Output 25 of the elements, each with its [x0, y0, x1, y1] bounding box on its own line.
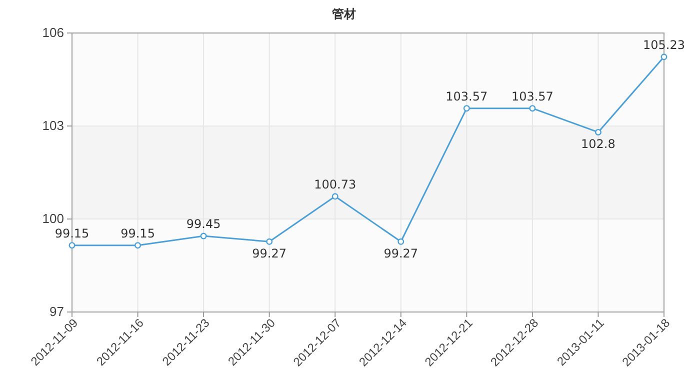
data-label: 99.27	[252, 246, 287, 261]
data-label: 99.45	[186, 217, 221, 232]
point	[200, 232, 207, 240]
y-tick-label: 100	[42, 211, 64, 226]
data-label: 103.57	[511, 89, 554, 104]
point	[266, 238, 273, 245]
y-tick-label: 103	[42, 118, 64, 134]
chart-title: 管材	[331, 7, 356, 21]
point	[134, 242, 142, 249]
point	[594, 128, 602, 136]
point	[463, 105, 470, 112]
data-label: 102.8	[581, 137, 616, 152]
point	[332, 193, 338, 200]
point	[398, 238, 404, 245]
data-label: 99.15	[120, 226, 155, 240]
point	[660, 54, 668, 60]
y-tick-label: 97	[50, 304, 64, 320]
data-label: 99.27	[384, 246, 418, 261]
data-label: 100.73	[314, 177, 356, 192]
data-label: 103.57	[446, 89, 488, 104]
point	[68, 242, 76, 249]
point	[529, 105, 536, 112]
y-tick-label: 106	[42, 25, 64, 40]
data-label: 105.23	[643, 38, 685, 52]
data-label: 99.15	[54, 226, 90, 240]
